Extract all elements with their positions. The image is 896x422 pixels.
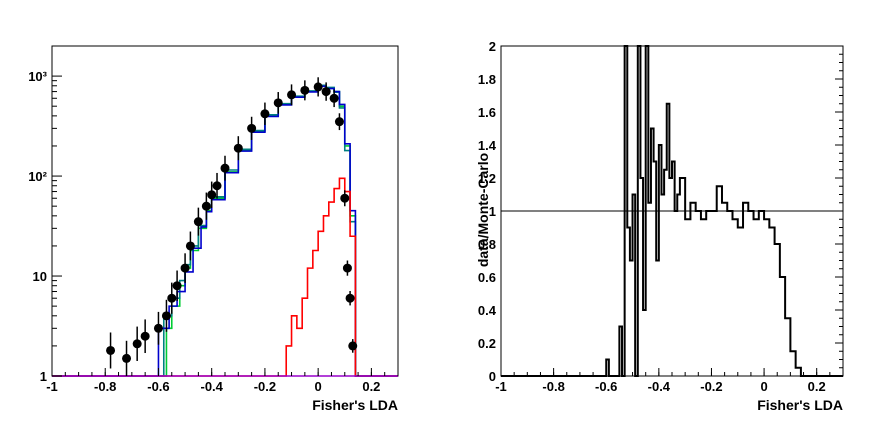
data-point <box>201 201 211 211</box>
y-tick-label: 1.4 <box>478 138 497 153</box>
data-point <box>260 109 270 119</box>
data-point <box>247 123 257 133</box>
series-line <box>52 84 398 377</box>
data-point <box>185 241 195 251</box>
right-y-axis-title: data/Monte-Carlo <box>475 153 491 267</box>
y-tick-label: 2 <box>489 39 496 54</box>
left-histogram-panel: -1 -0.8 -0.6 -0.4 -0.2 0 0.2 1 10 10² 10³ Fisher'… <box>28 45 399 413</box>
x-tick-label: 0.2 <box>808 379 826 394</box>
data-point <box>122 353 132 363</box>
right-x-axis-title: Fisher's LDA <box>757 397 843 413</box>
data-point <box>153 323 163 333</box>
y-tick-label: 10 <box>33 269 47 284</box>
data-point <box>233 143 243 153</box>
y-tick-label: 10³ <box>28 69 47 84</box>
data-point <box>342 263 352 273</box>
data-point <box>132 339 142 349</box>
x-tick-label: 0.2 <box>362 379 380 394</box>
x-tick-label: 0 <box>760 379 767 394</box>
y-tick-label: 0.6 <box>478 270 496 285</box>
y-tick-label: 10² <box>28 169 47 184</box>
data-point <box>180 263 190 273</box>
x-tick-label: -0.6 <box>147 379 169 394</box>
data-point <box>212 181 222 191</box>
y-tick-label: 0.2 <box>478 336 496 351</box>
data-point <box>313 82 323 92</box>
y-tick-label: 1 <box>40 369 47 384</box>
data-point <box>106 345 116 355</box>
y-tick-label: 1.2 <box>478 171 496 186</box>
y-tick-label: 0 <box>489 369 496 384</box>
y-tick-label: 1.6 <box>478 105 496 120</box>
x-tick-label: -0.4 <box>648 379 671 394</box>
x-tick-label: 0 <box>315 379 322 394</box>
left-plot-frame <box>51 45 399 377</box>
left-x-axis-title: Fisher's LDA <box>312 397 398 413</box>
data-point <box>167 293 177 303</box>
y-tick-label: 1 <box>489 204 496 219</box>
x-tick-label: -0.2 <box>700 379 722 394</box>
x-tick-label: -0.8 <box>94 379 116 394</box>
data-point <box>345 293 355 303</box>
data-point <box>348 341 358 351</box>
data-point <box>161 311 171 321</box>
series-line <box>52 177 398 377</box>
x-tick-label: -1 <box>46 379 58 394</box>
series-line <box>501 45 843 377</box>
data-point <box>340 193 350 203</box>
data-point <box>287 90 297 100</box>
right-ratio-panel: -1 -0.8 -0.6 -0.4 -0.2 0 0.2 0 0.2 0.4 0.6 0.8 1 1.2… <box>475 39 844 413</box>
y-tick-label: 0.4 <box>478 303 497 318</box>
data-point <box>172 281 182 291</box>
x-tick-label: -0.6 <box>595 379 617 394</box>
data-point <box>140 331 150 341</box>
data-point <box>193 217 203 227</box>
data-point <box>329 93 339 103</box>
data-point <box>273 98 283 108</box>
y-tick-label: 0.8 <box>478 237 496 252</box>
x-tick-label: -0.2 <box>254 379 276 394</box>
y-tick-label: 1.8 <box>478 72 496 87</box>
x-tick-label: -1 <box>495 379 507 394</box>
x-tick-label: -0.4 <box>200 379 223 394</box>
data-point <box>300 85 310 95</box>
data-point <box>321 87 331 97</box>
data-point <box>220 163 230 173</box>
data-point <box>207 190 217 200</box>
series-line <box>52 85 398 377</box>
data-point <box>334 117 344 127</box>
series-line <box>52 84 398 377</box>
x-tick-label: -0.8 <box>542 379 564 394</box>
